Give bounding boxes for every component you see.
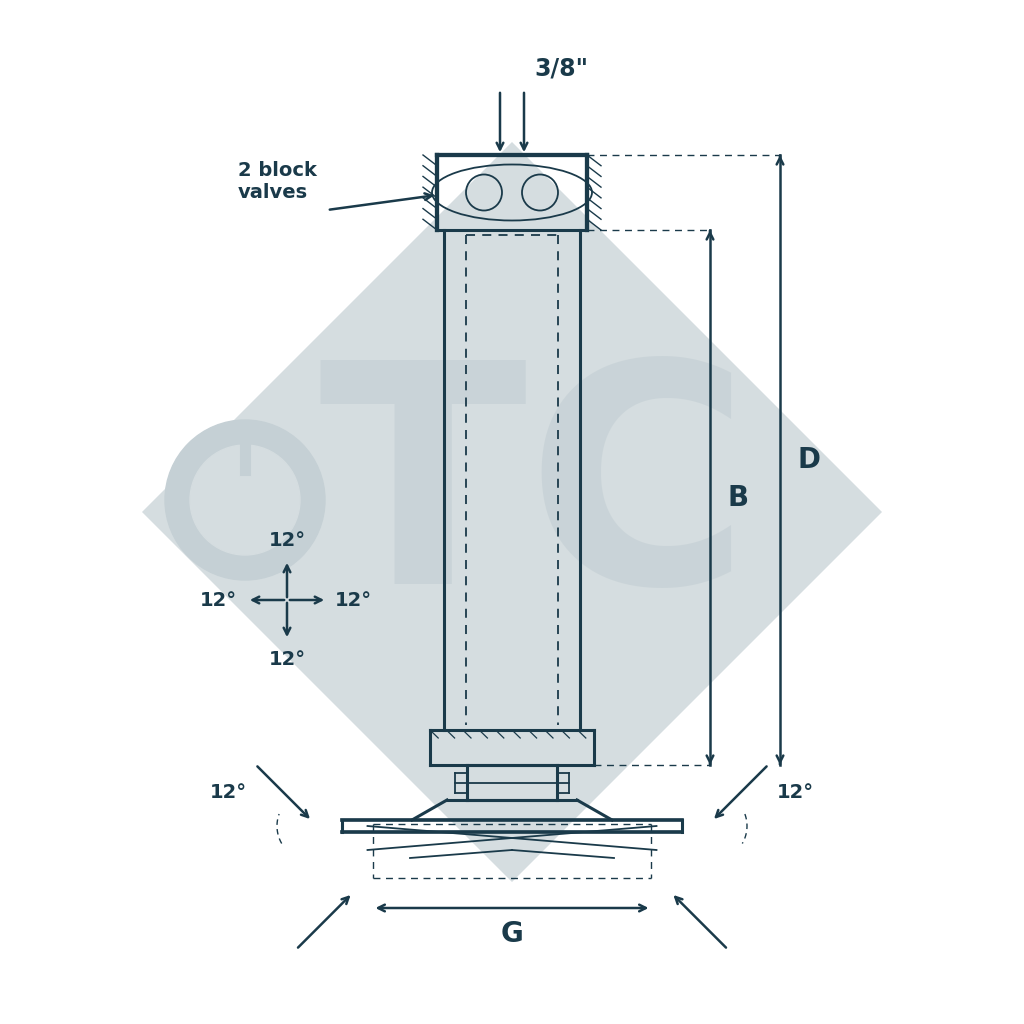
Circle shape: [190, 445, 300, 555]
Text: TC: TC: [318, 351, 752, 648]
Text: D: D: [798, 446, 821, 474]
Circle shape: [165, 420, 325, 580]
Text: 12°: 12°: [268, 650, 305, 669]
Polygon shape: [142, 142, 882, 882]
Text: G: G: [501, 920, 523, 948]
Text: 12°: 12°: [210, 783, 248, 802]
Text: 12°: 12°: [776, 783, 814, 802]
Text: 3/8": 3/8": [534, 56, 588, 80]
Text: B: B: [728, 483, 750, 512]
Text: 12°: 12°: [200, 591, 237, 609]
Text: 2 block
valves: 2 block valves: [239, 161, 317, 202]
Text: 12°: 12°: [268, 531, 305, 550]
Text: 12°: 12°: [335, 591, 372, 609]
